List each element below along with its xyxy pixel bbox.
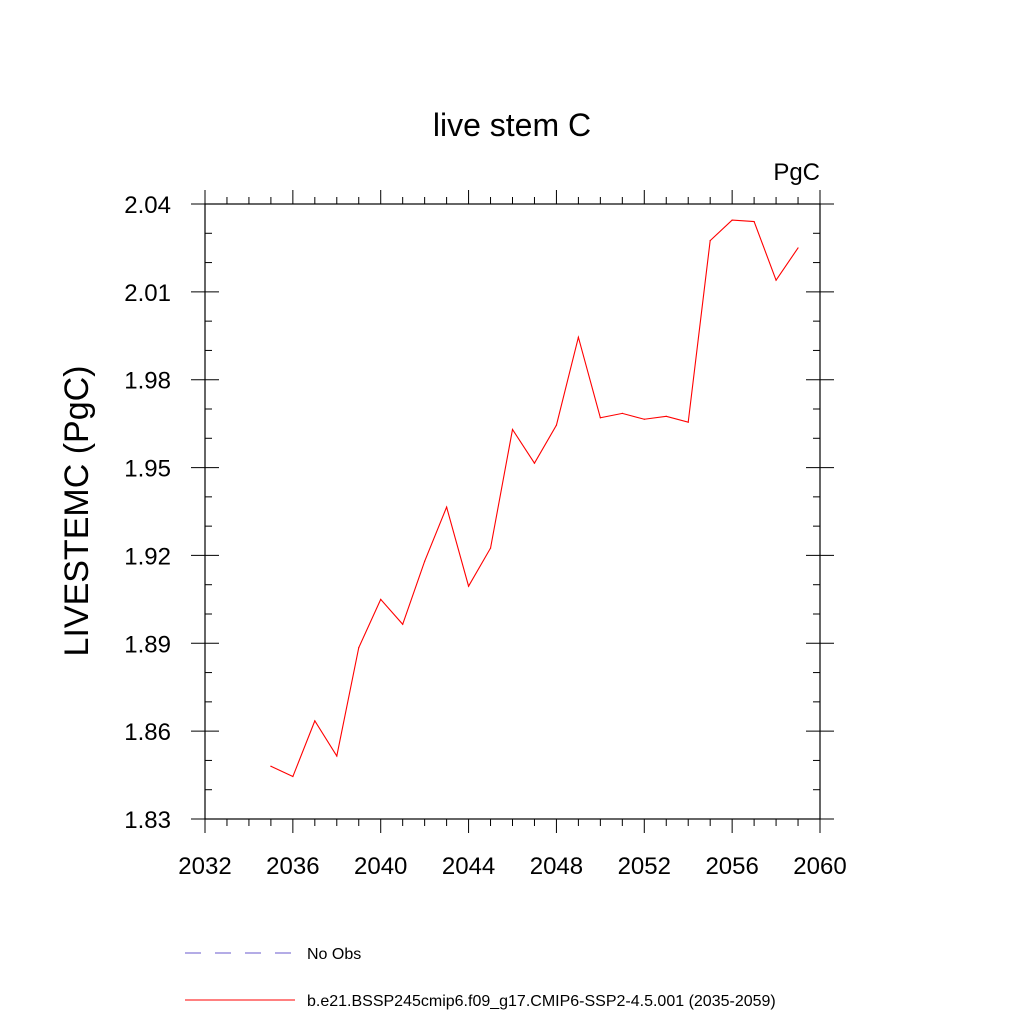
x-tick-label: 2052 — [618, 853, 671, 880]
data-point — [797, 247, 799, 249]
data-point — [753, 220, 755, 223]
units-label: PgC — [773, 159, 820, 186]
x-tick-label: 2032 — [178, 853, 231, 880]
series-line — [270, 219, 799, 778]
data-point — [731, 219, 733, 221]
data-point — [687, 421, 689, 423]
x-tick-label: 2036 — [266, 853, 319, 880]
series-group — [270, 219, 799, 778]
x-tick-label: 2048 — [530, 853, 583, 880]
data-point — [336, 755, 338, 757]
axis-ticks — [191, 190, 834, 833]
data-point — [511, 428, 514, 431]
x-tick-label: 2040 — [354, 853, 407, 880]
data-point — [599, 417, 601, 419]
data-point — [314, 720, 316, 722]
data-point — [665, 415, 667, 417]
plot-frame — [204, 203, 821, 820]
x-tick-label: 2060 — [793, 853, 846, 880]
legend: No Obs b.e21.BSSP245cmip6.f09_g17.CMIP6-… — [185, 946, 776, 1010]
data-point — [643, 418, 645, 420]
data-point — [270, 765, 272, 767]
data-point — [358, 647, 360, 649]
legend-label-no-obs: No Obs — [307, 946, 361, 963]
data-point — [775, 279, 777, 281]
data-point — [446, 506, 448, 508]
data-point — [577, 336, 579, 338]
y-axis-label: LIVESTEMC (PgC) — [58, 366, 96, 657]
data-point — [402, 623, 404, 625]
legend-label-model: b.e21.BSSP245cmip6.f09_g17.CMIP6-SSP2-4.… — [307, 993, 776, 1010]
y-tick-label: 1.98 — [124, 368, 171, 395]
y-tick-label: 2.01 — [124, 280, 171, 307]
y-tick-label: 2.04 — [124, 192, 171, 219]
x-tick-label: 2056 — [705, 853, 758, 880]
x-tick-label: 2044 — [442, 853, 495, 880]
data-point — [533, 462, 536, 464]
y-tick-label: 1.83 — [124, 807, 171, 834]
data-point — [292, 775, 294, 778]
data-point — [380, 598, 382, 600]
data-point — [489, 547, 492, 549]
data-point — [424, 560, 426, 562]
y-tick-label: 1.86 — [124, 719, 171, 746]
chart-title: live stem C — [433, 107, 591, 143]
data-point — [467, 585, 470, 587]
data-point — [555, 424, 558, 426]
data-point — [621, 412, 623, 414]
y-tick-label: 1.92 — [124, 543, 171, 570]
y-tick-label: 1.95 — [124, 456, 171, 483]
y-tick-label: 1.89 — [124, 631, 171, 658]
data-point — [709, 240, 711, 242]
axis-tick-labels: 2032 2036 2040 2044 2048 2052 2056 2060 1.83 1.86… — [124, 192, 846, 880]
